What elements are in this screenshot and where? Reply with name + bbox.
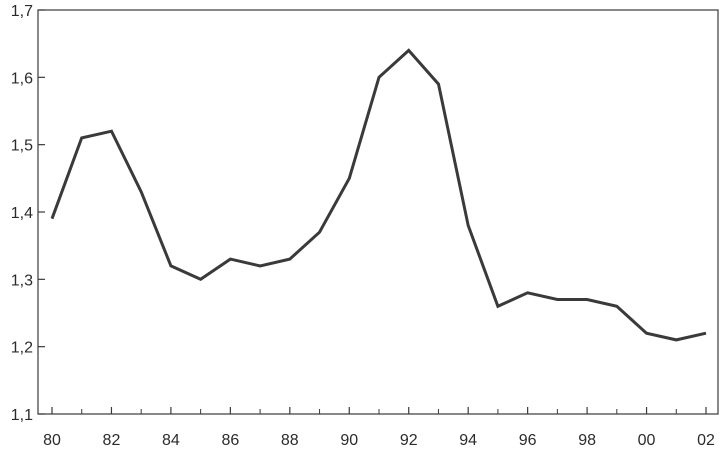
x-tick-label: 84	[162, 432, 180, 449]
data-point	[586, 298, 589, 301]
series-line	[50, 48, 707, 342]
data-point	[526, 291, 529, 294]
y-tick-label: 1,2	[11, 340, 33, 357]
data-point	[318, 231, 321, 234]
y-tick-label: 1,1	[11, 407, 33, 424]
data-point	[645, 332, 648, 335]
x-tick-label: 86	[221, 432, 239, 449]
data-point	[199, 278, 202, 281]
x-tick-label: 88	[281, 432, 299, 449]
tick-label-layer: 1,1 1,2 1,3 1,4 1,5 1,6 1,7 80 82 84 86 88 90 92 94 96 9…	[11, 3, 715, 449]
y-tick-label: 1,3	[11, 272, 33, 289]
data-point	[110, 130, 113, 133]
y-tick-label: 1,5	[11, 138, 33, 155]
x-tick-label: 94	[459, 432, 477, 449]
y-tick-label: 1,4	[11, 205, 33, 222]
data-point	[467, 224, 470, 227]
data-point	[556, 298, 559, 301]
data-point	[496, 305, 499, 308]
x-tick-label: 96	[519, 432, 537, 449]
y-tick-label: 1,7	[11, 3, 33, 20]
y-tick-label: 1,6	[11, 70, 33, 87]
data-point	[259, 264, 262, 267]
data-point	[80, 136, 83, 139]
x-tick-label: 92	[400, 432, 418, 449]
x-tick-label: 98	[578, 432, 596, 449]
data-point	[407, 49, 410, 52]
data-point	[169, 264, 172, 267]
data-point	[229, 258, 232, 261]
series-layer	[50, 48, 708, 342]
x-tick-label: 00	[638, 432, 656, 449]
data-point	[675, 338, 678, 341]
data-point	[378, 76, 381, 79]
x-tick-label: 82	[103, 432, 121, 449]
data-point	[615, 305, 618, 308]
x-tick-label: 02	[697, 432, 715, 449]
x-tick-label: 90	[340, 432, 358, 449]
data-point	[348, 177, 351, 180]
tick-layer	[38, 9, 707, 415]
data-point	[140, 190, 143, 193]
axes-layer	[37, 9, 719, 415]
data-point	[51, 217, 54, 220]
data-point	[288, 258, 291, 261]
plot-frame	[37, 9, 719, 415]
data-point	[437, 83, 440, 86]
x-tick-label: 80	[43, 432, 61, 449]
data-point	[705, 332, 708, 335]
